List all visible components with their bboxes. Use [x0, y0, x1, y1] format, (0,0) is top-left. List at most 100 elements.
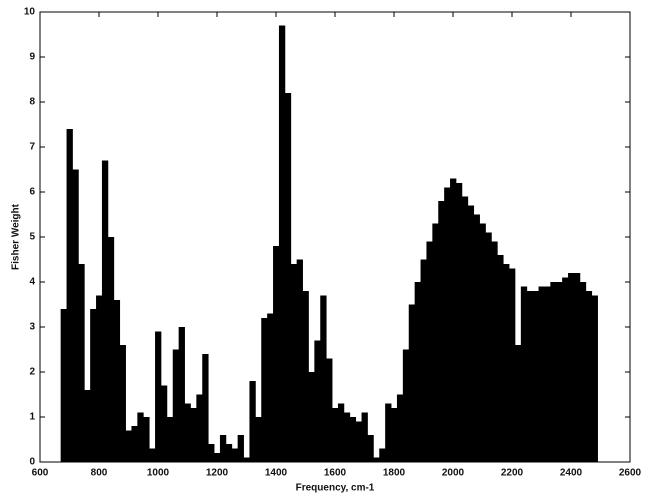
x-tick-label: 2000 — [442, 468, 465, 479]
y-tick-label: 8 — [29, 97, 35, 108]
y-tick-label: 5 — [29, 232, 35, 243]
bar — [426, 241, 433, 462]
bar — [308, 372, 315, 462]
bar — [509, 268, 516, 462]
x-tick-label: 800 — [91, 468, 108, 479]
bar — [361, 412, 368, 462]
bar — [237, 435, 244, 462]
bar — [202, 354, 209, 462]
bar — [273, 246, 280, 462]
bar — [196, 394, 203, 462]
bar — [90, 309, 97, 462]
bar — [284, 93, 292, 462]
bar — [314, 340, 321, 462]
bar — [503, 264, 510, 462]
bar — [243, 457, 250, 462]
bar — [332, 408, 339, 462]
bar — [591, 295, 598, 462]
y-tick-label: 2 — [29, 367, 35, 378]
bar — [573, 273, 581, 462]
bar — [520, 286, 528, 462]
bar — [208, 444, 215, 462]
y-tick-label: 9 — [29, 52, 35, 63]
bar — [113, 300, 121, 462]
bar — [249, 381, 256, 462]
bar — [485, 232, 492, 462]
bar — [526, 291, 534, 462]
bar — [166, 417, 174, 462]
y-tick-label: 3 — [29, 322, 35, 333]
x-tick-label: 1200 — [206, 468, 229, 479]
bar — [290, 264, 298, 462]
y-tick-label: 0 — [29, 457, 35, 468]
bar — [391, 408, 398, 462]
bar — [137, 412, 144, 462]
bar — [408, 304, 416, 462]
bar — [178, 327, 185, 462]
bar — [385, 403, 392, 462]
bar — [367, 435, 374, 462]
bar — [420, 259, 427, 462]
bar — [60, 309, 67, 462]
bar — [491, 241, 498, 462]
bar — [532, 291, 539, 462]
bar — [544, 286, 551, 462]
x-tick-label: 2400 — [560, 468, 583, 479]
x-tick-label: 600 — [32, 468, 49, 479]
y-tick-label: 10 — [24, 7, 36, 18]
bar — [444, 187, 451, 462]
bar — [585, 291, 593, 462]
bar — [72, 169, 79, 462]
bar — [438, 201, 445, 462]
bar — [267, 313, 274, 462]
bar — [402, 349, 410, 462]
bar — [349, 417, 357, 462]
y-tick-label: 4 — [29, 277, 35, 288]
bar — [343, 412, 351, 462]
bar — [337, 403, 345, 462]
bar — [373, 457, 380, 462]
bar — [190, 408, 197, 462]
bar — [107, 237, 115, 462]
bar — [461, 196, 469, 462]
bar — [119, 345, 126, 462]
bar — [66, 129, 73, 462]
bar — [84, 390, 91, 462]
bar — [125, 430, 132, 462]
bar — [414, 282, 421, 462]
bar — [514, 345, 522, 462]
bar — [155, 331, 162, 462]
bar — [231, 448, 239, 462]
bar — [278, 25, 286, 462]
bar — [149, 448, 156, 462]
bar — [96, 295, 103, 462]
bar — [432, 223, 439, 462]
bar — [396, 394, 404, 462]
bar — [219, 435, 227, 462]
y-tick-label: 1 — [29, 412, 35, 423]
y-tick-label: 7 — [29, 142, 35, 153]
bar — [562, 277, 569, 462]
bar — [455, 183, 463, 462]
bar — [101, 160, 109, 462]
bar — [160, 385, 168, 462]
y-tick-label: 6 — [29, 187, 35, 198]
bar — [568, 273, 575, 462]
x-tick-label: 2600 — [619, 468, 642, 479]
x-tick-label: 1400 — [265, 468, 288, 479]
bar — [78, 264, 85, 462]
bar — [473, 214, 480, 462]
bar — [326, 358, 333, 462]
bar — [579, 282, 587, 462]
bar — [379, 448, 386, 462]
bar — [479, 223, 486, 462]
bar — [320, 295, 327, 462]
bar — [538, 286, 545, 462]
bar — [497, 255, 504, 462]
x-axis-label: Frequency, cm-1 — [296, 483, 375, 494]
bar — [172, 349, 180, 462]
y-axis-label: Fisher Weight — [11, 203, 22, 270]
bar — [296, 259, 303, 462]
bar — [131, 426, 138, 462]
